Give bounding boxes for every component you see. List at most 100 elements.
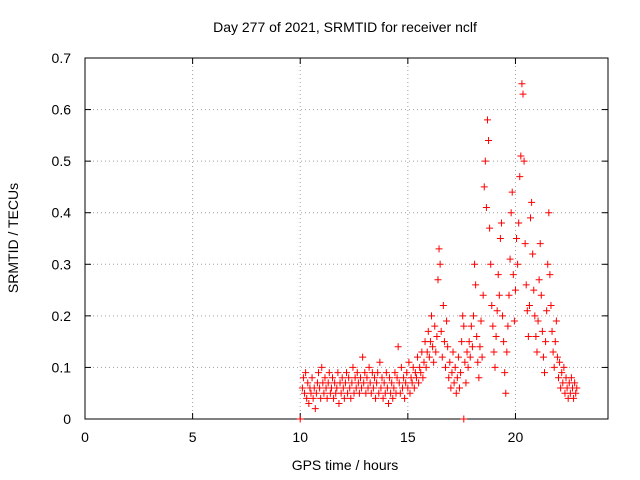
data-point [487,260,495,268]
data-point [376,358,384,366]
data-point [511,286,519,294]
x-tick-label: 15 [400,429,416,445]
data-point [450,379,458,387]
data-point [420,358,428,366]
data-point [452,389,460,397]
data-point [477,317,485,325]
data-point [501,369,509,377]
data-point [454,353,462,361]
data-point [496,235,504,242]
data-point [483,116,491,124]
axis-ticks [84,57,608,420]
data-point [445,374,453,382]
data-point [298,384,306,392]
data-point [464,363,472,371]
data-point [435,245,443,253]
data-point [416,363,424,371]
data-point [471,260,479,268]
data-point [337,389,345,397]
data-point [344,389,352,397]
data-point [317,394,325,402]
data-point [488,302,496,310]
data-point [380,379,388,387]
data-point [502,389,510,397]
x-tick-label: 5 [189,429,197,445]
data-point [544,260,552,268]
data-point [432,348,440,356]
data-point [339,384,347,392]
data-point [543,307,551,315]
data-point [443,317,451,325]
data-point [338,374,346,382]
data-point [430,358,438,366]
data-point [518,80,526,88]
data-point [405,358,413,366]
data-point [528,198,536,206]
data-point [382,369,390,377]
data-point [311,405,319,413]
data-point [553,353,561,361]
data-point [522,281,530,289]
data-point [499,312,507,320]
data-point [554,374,562,382]
data-point [519,90,527,98]
x-tick-labels: 0 5 10 15 20 [81,429,523,445]
data-point [341,379,349,387]
data-point [560,363,568,371]
data-point [377,384,385,392]
data-point [348,379,356,387]
data-point [440,338,448,346]
chart-title: Day 277 of 2021, SRMTID for receiver ncl… [213,19,477,35]
data-point [508,188,516,196]
y-tick-label: 0.2 [52,308,72,324]
data-point [374,369,382,377]
data-point [447,384,455,392]
data-point [449,348,457,356]
data-point [457,369,465,377]
data-point [523,307,531,315]
x-axis-label: GPS time / hours [292,457,399,473]
data-point [404,384,412,392]
data-point [343,369,350,377]
data-point [359,353,367,361]
data-point [467,322,475,330]
y-tick-label: 0.3 [52,256,72,272]
data-point [436,260,444,268]
data-point [491,363,499,371]
data-point [503,348,511,356]
data-point [414,353,422,361]
data-point [318,363,326,371]
data-point [386,374,394,382]
data-point [455,384,463,392]
data-point [325,369,333,377]
data-point [428,312,436,320]
data-point [433,332,441,340]
data-point [539,353,547,361]
data-point [426,338,434,346]
y-tick-label: 0.5 [52,153,72,169]
data-point [391,369,399,377]
data-point [472,281,480,289]
data-point [340,394,348,402]
data-point [395,379,403,387]
data-point [567,374,575,382]
data-point [533,348,541,356]
data-point [486,224,494,232]
data-point [408,379,416,387]
data-point [490,348,498,356]
data-point [353,369,361,377]
data-point [546,271,554,279]
plot-frame [84,57,609,420]
data-point [379,394,387,402]
x-tick-label: 0 [81,429,89,445]
data-point [419,374,427,382]
data-point [347,394,355,402]
y-tick-label: 0.4 [52,205,72,221]
data-point [545,209,553,217]
data-point [551,338,559,346]
data-point [375,389,383,397]
data-point [550,363,558,371]
data-point [453,374,461,382]
data-point [304,379,312,387]
